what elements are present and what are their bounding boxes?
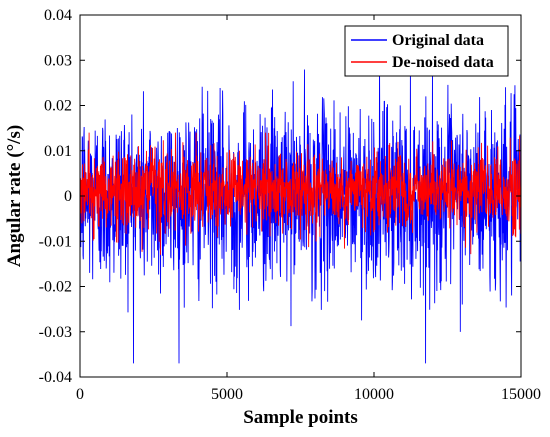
y-tick-label: 0.02 — [44, 98, 72, 115]
y-tick-label: -0.04 — [39, 369, 72, 386]
x-axis-title: Sample points — [243, 407, 358, 428]
y-tick-label: 0.01 — [44, 143, 72, 160]
x-tick-label: 0 — [76, 386, 84, 403]
y-tick-label: 0 — [64, 188, 72, 205]
x-tick-label: 5000 — [211, 386, 243, 403]
x-tick-label: 10000 — [354, 386, 394, 403]
legend-label-denoised: De-noised data — [392, 54, 494, 71]
legend-box — [344, 25, 509, 77]
x-axis: 0 5000 10000 15000 — [76, 15, 541, 403]
y-axis-title: Angular rate (°/s) — [4, 125, 25, 267]
y-tick-label: -0.02 — [39, 279, 72, 296]
y-tick-label: 0.03 — [44, 52, 72, 69]
legend-label-original: Original data — [392, 32, 484, 49]
y-tick-label: 0.04 — [44, 7, 72, 24]
y-tick-label: -0.01 — [39, 233, 72, 250]
y-axis: -0.04 -0.03 -0.02 -0.01 0 0.01 0.02 0.03 0.04 — [39, 7, 521, 386]
legend: Original data De-noised data — [344, 25, 509, 77]
y-tick-label: -0.03 — [39, 324, 72, 341]
series-line-denoised — [80, 132, 521, 255]
series-layer — [80, 59, 521, 364]
x-tick-label: 15000 — [501, 386, 541, 403]
